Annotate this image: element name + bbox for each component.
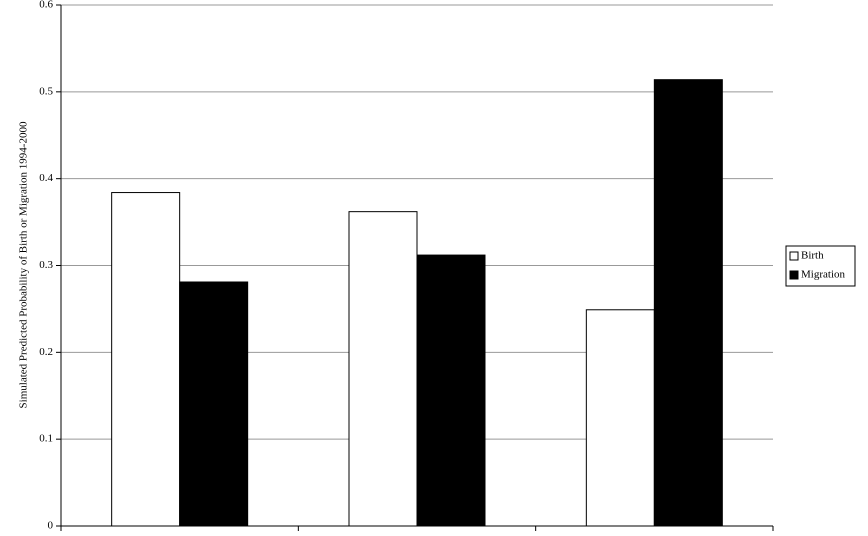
y-tick-label: 0.2 xyxy=(39,346,53,358)
y-tick-label: 0.4 xyxy=(39,172,53,184)
bar xyxy=(348,211,418,527)
bar xyxy=(179,281,249,527)
bar xyxy=(111,192,181,527)
bar xyxy=(653,79,723,527)
y-axis-label: Simulated Predicted Probability of Birth… xyxy=(18,121,30,408)
legend-swatch xyxy=(789,270,799,280)
bar xyxy=(416,254,486,527)
y-tick-label: 0.6 xyxy=(39,0,53,11)
y-tick-label: 0.5 xyxy=(39,85,53,97)
bar xyxy=(585,309,655,527)
y-tick-label: 0 xyxy=(48,520,54,532)
legend-swatch xyxy=(789,251,799,261)
legend-label: Birth xyxy=(801,250,824,262)
y-tick-label: 0.1 xyxy=(39,433,53,445)
y-tick-label: 0.3 xyxy=(39,259,53,271)
legend-label: Migration xyxy=(801,269,845,281)
